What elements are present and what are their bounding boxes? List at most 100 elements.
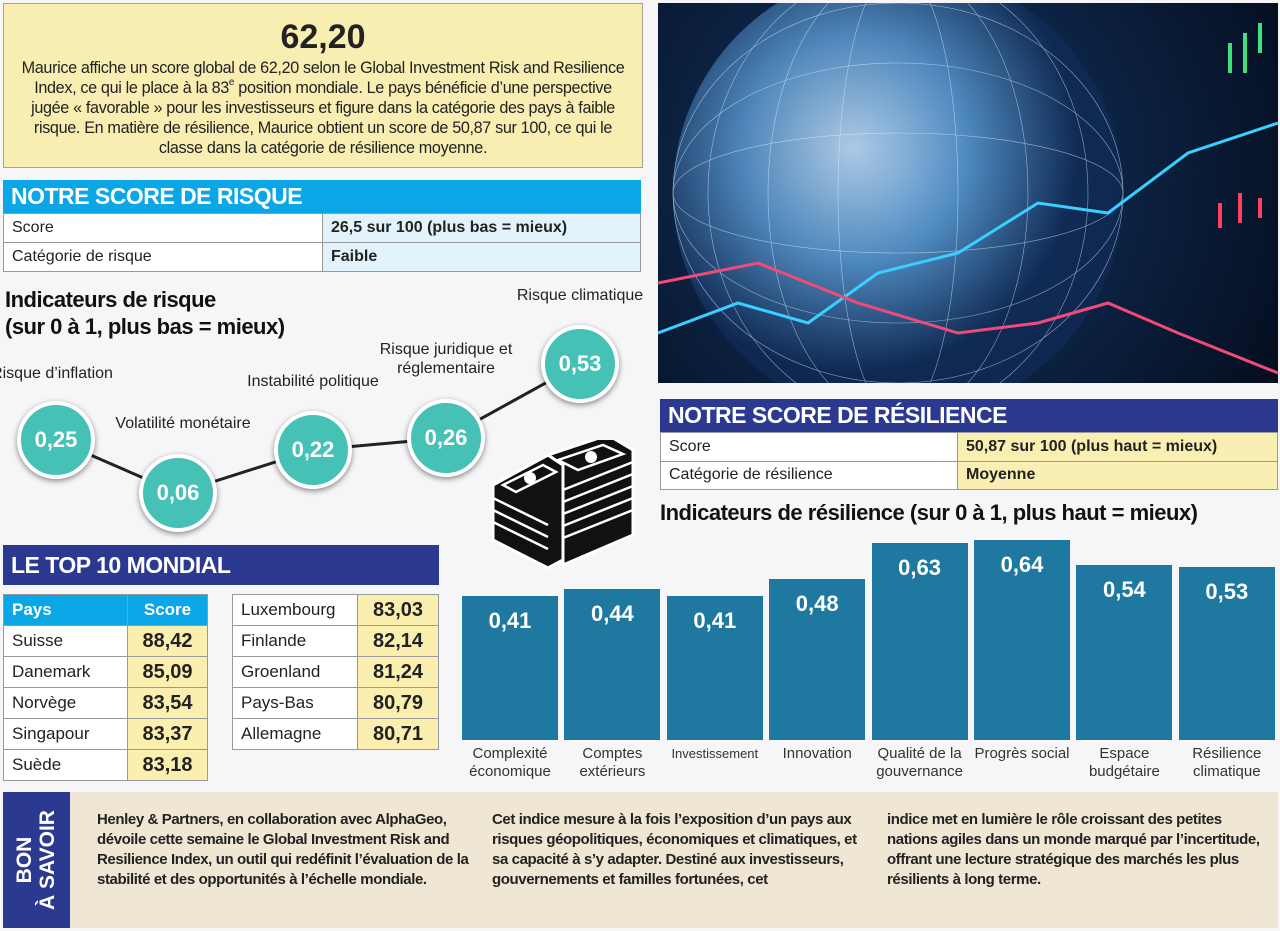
top10-table-right: Luxembourg 83,03 Finlande 82,14 Groenland 81,… [232,594,439,750]
row-label: Score [3,213,323,243]
risk-value-circle: 0,53 [541,325,619,403]
score-cell: 85,09 [127,656,208,688]
score-cell: 82,14 [357,625,439,657]
table-row: Suisse 88,42 [3,625,208,657]
table-row: Score 26,5 sur 100 (plus bas = mieux) [3,213,641,243]
text-column-3: indice met en lumière le rôle croissant … [887,811,1260,888]
score-cell: 80,71 [357,718,439,750]
table-row: Groenland 81,24 [232,656,439,688]
country-cell: Suisse [3,625,128,657]
top10-header: LE TOP 10 MONDIAL [3,545,439,585]
table-row: Score 50,87 sur 100 (plus haut = mieux) [660,432,1278,462]
bon-a-savoir-strip: BON À SAVOIR [3,792,70,928]
row-label: Catégorie de risque [3,242,323,272]
column-header-score: Score [127,594,208,626]
globe-illustration [658,3,1278,383]
table-row: Luxembourg 83,03 [232,594,439,626]
risk-score-header: NOTRE SCORE DE RISQUE [3,180,641,213]
table-row: Norvège 83,54 [3,687,208,719]
category-label: Qualité de la gouvernance [876,745,963,780]
risk-value-circle: 0,26 [407,399,485,477]
bon-a-savoir-label: BON À SAVOIR [13,810,59,910]
bar-value-label: 0,54 [1102,576,1146,602]
bar-value-label: 0,63 [898,554,941,580]
category-label: Espace budgétaire [1088,745,1160,780]
row-value: 50,87 sur 100 (plus haut = mieux) [957,432,1278,462]
risk-indicator-label: Risque juridique et réglementaire [379,341,513,377]
globe-image [658,3,1278,383]
bar-value-label: 0,41 [693,608,737,634]
row-value: 26,5 sur 100 (plus bas = mieux) [322,213,641,243]
category-label: Investissement [671,746,759,761]
title-line: (sur 0 à 1, plus bas = mieux) [5,314,285,339]
bon-a-savoir-box: BON À SAVOIR Henley & Partners, en collab… [3,792,1278,928]
score-cell: 88,42 [127,625,208,657]
row-label: Score [660,432,958,462]
label-line: À SAVOIR [36,810,59,910]
risk-value-circle: 0,22 [274,411,352,489]
intro-box: 62,20 Maurice affiche un score global de… [3,3,643,168]
bar-3: 0,41 [666,596,763,740]
country-cell: Pays-Bas [232,687,358,719]
ordinal-suffix: e [228,77,235,88]
table-row: Allemagne 80,71 [232,718,439,750]
risk-indicators-title: Indicateurs de risque (sur 0 à 1, plus b… [5,286,285,340]
bar-2: 0,44 [564,589,661,740]
bar-5: 0,63 [871,542,968,740]
resilience-score-table: Score 50,87 sur 100 (plus haut = mieux) C… [660,432,1278,490]
category-label: Résilience climatique [1192,745,1262,780]
bar-value-label: 0,44 [590,601,634,627]
bar-7: 0,54 [1076,564,1173,740]
country-cell: Finlande [232,625,358,657]
bar-value-label: 0,48 [795,591,839,617]
country-cell: Allemagne [232,718,358,750]
top10-table-left: Pays Score Suisse 88,42 Danemark 85,09 Norvèg… [3,594,208,781]
score-cell: 80,79 [357,687,439,719]
category-label: Innovation [782,745,852,762]
money-stack-icon [491,440,635,570]
bar-4: 0,48 [769,579,866,740]
global-score: 62,20 [280,18,366,56]
country-cell: Norvège [3,687,128,719]
category-label: Comptes extérieurs [579,745,646,780]
risk-score-table: Score 26,5 sur 100 (plus bas = mieux) Cat… [3,213,641,272]
text-column-1: Henley & Partners, en collaboration avec… [97,811,469,888]
intro-text: Maurice affiche un score global de 62,20… [4,56,642,160]
score-cell: 81,24 [357,656,439,688]
bar-value-label: 0,64 [1000,552,1044,578]
category-label: Progrès social [974,745,1070,762]
label-line: BON [13,836,36,884]
bar-value-label: 0,41 [488,608,532,634]
resilience-score-header: NOTRE SCORE DE RÉSILIENCE [660,399,1278,432]
risk-value-circle: 0,06 [139,454,217,532]
table-row: Catégorie de risque Faible [3,242,641,272]
intro-text-part2: position mondiale. Le pays bénéficie d’u… [31,79,615,157]
text-column-2: Cet indice mesure à la fois l’exposition… [492,811,857,888]
risk-indicator-label: Instabilité politique [247,373,379,390]
table-row: Pays-Bas 80,79 [232,687,439,719]
category-label: Complexité économique [469,745,551,780]
table-row: Suède 83,18 [3,749,208,781]
score-cell: 83,18 [127,749,208,781]
title-line: Indicateurs de risque [5,287,216,312]
score-cell: 83,03 [357,594,439,626]
country-cell: Danemark [3,656,128,688]
score-cell: 83,37 [127,718,208,750]
bar-8: 0,53 [1178,567,1275,740]
table-header-row: Pays Score [3,594,208,626]
country-cell: Luxembourg [232,594,358,626]
table-row: Singapour 83,37 [3,718,208,750]
risk-indicator-label: Volatilité monétaire [115,415,251,432]
risk-indicator-label: Risque climatique [516,287,644,304]
row-value: Faible [322,242,641,272]
risk-indicator-label: Risque d’inflation [0,365,113,382]
table-row: Finlande 82,14 [232,625,439,657]
score-cell: 83,54 [127,687,208,719]
country-cell: Groenland [232,656,358,688]
chart-title: Indicateurs de résilience (sur 0 à 1, pl… [660,500,1198,525]
country-cell: Singapour [3,718,128,750]
table-row: Catégorie de résilience Moyenne [660,460,1278,490]
intro-text-part1: Maurice affiche un score global de 62,20… [21,59,625,97]
bar-1: 0,41 [462,596,558,740]
bar-value-label: 0,53 [1205,579,1249,605]
